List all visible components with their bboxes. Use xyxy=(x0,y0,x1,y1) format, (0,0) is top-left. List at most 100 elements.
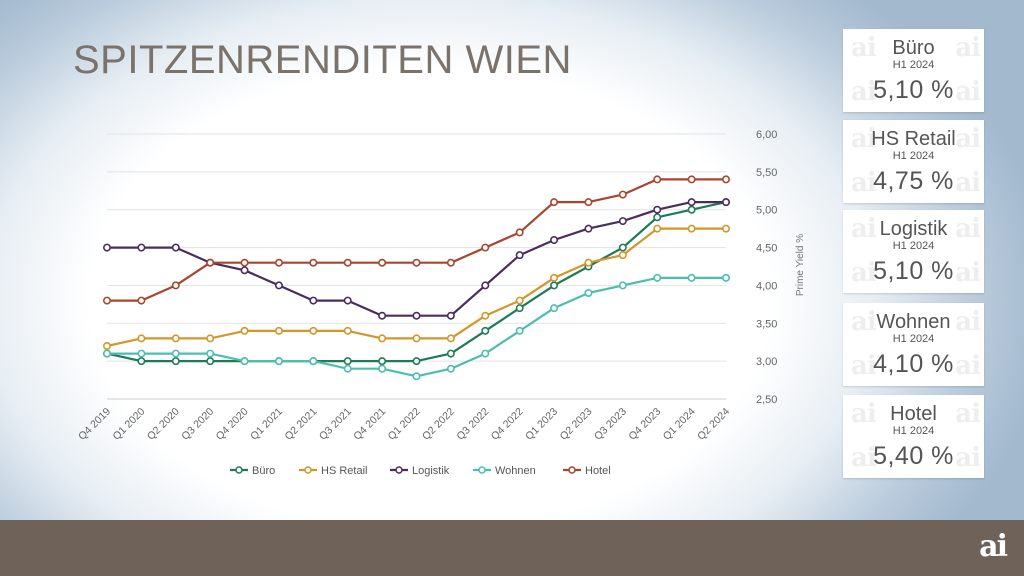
data-point xyxy=(687,224,696,233)
data-point xyxy=(309,296,318,305)
data-point xyxy=(171,349,180,358)
data-point xyxy=(378,334,387,343)
data-point xyxy=(343,364,352,373)
logo-watermark: ai xyxy=(851,168,877,198)
x-tick-label: Q2 2023 xyxy=(558,406,595,443)
data-point xyxy=(481,349,490,358)
data-point xyxy=(240,326,249,335)
footer-bar: ai xyxy=(0,520,1024,576)
legend-label: Hotel xyxy=(585,465,611,477)
data-point xyxy=(653,273,662,282)
data-point xyxy=(378,311,387,320)
logo-watermark: ai xyxy=(955,399,981,429)
data-point xyxy=(721,175,730,184)
chart-legend: Büro HS Retail Logistik Wohnen Hotel xyxy=(230,465,611,477)
logo-watermark: ai xyxy=(955,33,981,63)
data-point xyxy=(687,273,696,282)
legend-item: Hotel xyxy=(563,465,611,477)
data-point xyxy=(550,281,559,290)
data-point xyxy=(274,357,283,366)
data-point xyxy=(171,334,180,343)
data-point xyxy=(137,243,146,252)
card-hs-retail: ai ai ai ai HS Retail H1 2024 4,75 % xyxy=(843,120,984,203)
data-point xyxy=(515,228,524,237)
x-tick-label: Q1 2024 xyxy=(661,406,698,443)
data-point xyxy=(103,243,112,252)
company-logo: ai xyxy=(979,529,1008,564)
y-tick-label: 5,50 xyxy=(756,167,777,179)
data-point xyxy=(618,243,627,252)
card-buero: ai ai ai ai Büro H1 2024 5,10 % xyxy=(843,29,984,112)
data-point xyxy=(446,349,455,358)
data-point xyxy=(515,251,524,260)
logo-watermark: ai xyxy=(851,77,877,107)
data-point xyxy=(412,334,421,343)
data-point xyxy=(274,258,283,267)
x-tick-label: Q4 2023 xyxy=(626,406,663,443)
card-yield-value: 4,10 % xyxy=(873,350,954,378)
series-wohnen xyxy=(103,273,730,381)
data-point xyxy=(309,326,318,335)
logo-watermark: ai xyxy=(955,443,981,473)
logo-watermark: ai xyxy=(851,443,877,473)
data-point xyxy=(584,258,593,267)
legend-label: Logistik xyxy=(412,465,450,477)
logo-watermark: ai xyxy=(851,351,877,381)
logo-watermark: ai xyxy=(851,399,877,429)
data-point xyxy=(206,334,215,343)
data-point xyxy=(206,258,215,267)
chart-series xyxy=(103,175,730,381)
legend-marker xyxy=(304,466,312,474)
card-period: H1 2024 xyxy=(892,59,935,71)
data-point xyxy=(618,251,627,260)
data-point xyxy=(343,357,352,366)
series-hotel xyxy=(103,175,730,305)
legend-marker xyxy=(235,466,243,474)
legend-marker xyxy=(395,466,403,474)
data-point xyxy=(550,198,559,207)
legend-marker xyxy=(568,466,576,474)
x-tick-label: Q2 2024 xyxy=(695,406,732,443)
legend-item: Büro xyxy=(230,465,275,477)
x-tick-label: Q1 2021 xyxy=(248,406,285,443)
card-sector-name: Hotel xyxy=(890,403,937,425)
data-point xyxy=(687,205,696,214)
logo-watermark: ai xyxy=(851,33,877,63)
data-point xyxy=(240,258,249,267)
data-point xyxy=(378,357,387,366)
logo-watermark: ai xyxy=(851,307,877,337)
x-tick-label: Q4 2021 xyxy=(351,406,388,443)
data-point xyxy=(550,304,559,313)
data-point xyxy=(378,258,387,267)
card-period: H1 2024 xyxy=(892,150,935,162)
data-point xyxy=(137,357,146,366)
data-point xyxy=(584,198,593,207)
x-tick-label: Q3 2023 xyxy=(592,406,629,443)
card-yield-value: 5,40 % xyxy=(873,442,954,470)
data-point xyxy=(446,334,455,343)
card-sector-name: HS Retail xyxy=(871,128,956,150)
data-point xyxy=(412,372,421,381)
card-sector-name: Büro xyxy=(892,37,935,59)
legend-label: Büro xyxy=(252,465,275,477)
prime-yield-line-chart: 2,50 3,00 3,50 4,00 4,50 5,00 5,50 6,00 Q4 2019… xyxy=(76,129,806,477)
data-point xyxy=(343,258,352,267)
logo-watermark: ai xyxy=(851,258,877,288)
legend-label: Wohnen xyxy=(495,465,536,477)
card-hotel: ai ai ai ai Hotel H1 2024 5,40 % xyxy=(843,395,984,478)
x-tick-label: Q2 2021 xyxy=(282,406,319,443)
data-point xyxy=(653,224,662,233)
data-point xyxy=(618,281,627,290)
data-point xyxy=(103,341,112,350)
x-tick-label: Q3 2022 xyxy=(454,406,491,443)
data-point xyxy=(103,296,112,305)
card-yield-value: 5,10 % xyxy=(873,257,954,285)
x-tick-label: Q1 2020 xyxy=(111,406,148,443)
data-point xyxy=(206,349,215,358)
data-point xyxy=(515,304,524,313)
card-period: H1 2024 xyxy=(892,425,935,437)
logo-watermark: ai xyxy=(851,214,877,244)
y-tick-label: 5,00 xyxy=(756,205,777,217)
card-yield-value: 4,75 % xyxy=(873,167,954,195)
legend-label: HS Retail xyxy=(321,465,367,477)
